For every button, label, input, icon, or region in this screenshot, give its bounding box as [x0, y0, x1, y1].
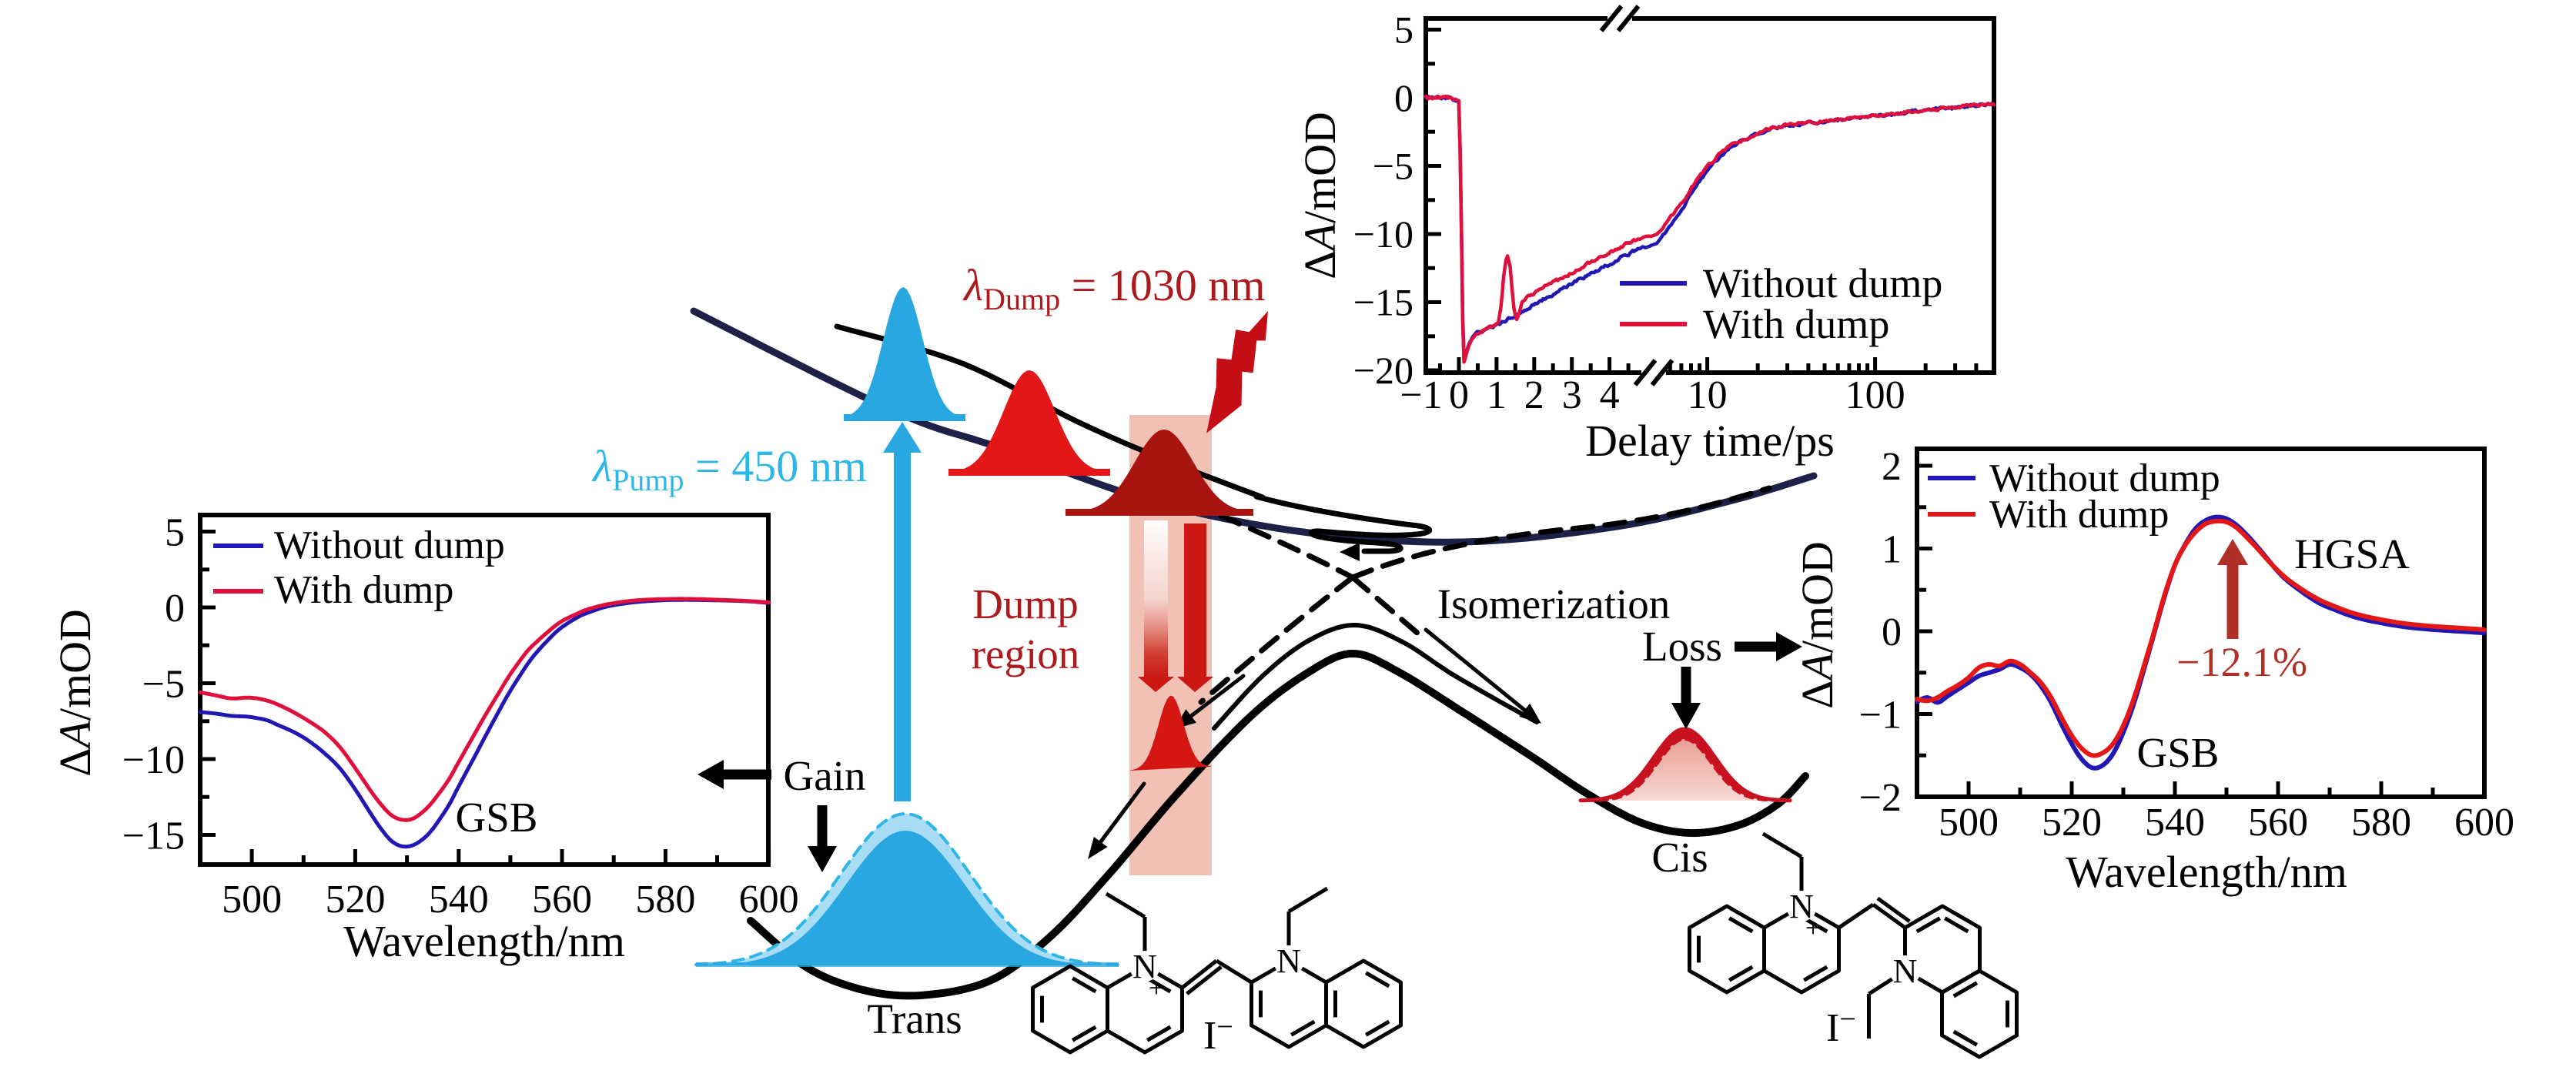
svg-text:3: 3 — [1562, 373, 1582, 417]
svg-text:−1: −1 — [1859, 694, 1902, 738]
svg-text:−15: −15 — [1353, 281, 1413, 324]
svg-text:−2: −2 — [1859, 776, 1902, 820]
svg-text:λPump = 450 nm: λPump = 450 nm — [591, 441, 867, 497]
svg-text:HGSA: HGSA — [2294, 530, 2410, 577]
svg-text:Without dump: Without dump — [1989, 457, 2220, 500]
svg-text:1: 1 — [1487, 373, 1507, 417]
svg-text:540: 540 — [2145, 801, 2205, 845]
svg-text:100: 100 — [1845, 373, 1905, 417]
svg-text:Isomerization: Isomerization — [1437, 580, 1670, 627]
svg-text:GSB: GSB — [2137, 729, 2220, 776]
svg-text:ΔA/mOD: ΔA/mOD — [1295, 112, 1345, 279]
svg-text:540: 540 — [429, 878, 489, 922]
svg-text:With dump: With dump — [1989, 493, 2169, 537]
svg-text:580: 580 — [2351, 801, 2411, 845]
svg-text:−20: −20 — [1353, 349, 1413, 392]
svg-text:Wavelength/nm: Wavelength/nm — [2066, 847, 2347, 897]
svg-text:0: 0 — [1394, 76, 1413, 119]
svg-text:560: 560 — [532, 878, 592, 922]
svg-text:region: region — [972, 630, 1080, 677]
svg-text:5: 5 — [165, 511, 185, 555]
svg-text:N: N — [1276, 942, 1301, 980]
svg-text:ΔA/mOD: ΔA/mOD — [50, 609, 100, 777]
svg-text:Without dump: Without dump — [274, 523, 505, 567]
svg-text:−10: −10 — [122, 738, 185, 782]
svg-text:−10: −10 — [1353, 212, 1413, 256]
svg-text:With dump: With dump — [1703, 301, 1889, 347]
svg-text:N: N — [1893, 952, 1918, 990]
svg-text:0: 0 — [1882, 610, 1902, 654]
svg-text:580: 580 — [635, 878, 695, 922]
svg-text:+: + — [1805, 912, 1821, 943]
svg-text:560: 560 — [2248, 801, 2308, 845]
svg-text:1: 1 — [1882, 528, 1902, 572]
svg-text:500: 500 — [222, 878, 282, 922]
svg-text:+: + — [1149, 972, 1164, 1003]
svg-text:Wavelength/nm: Wavelength/nm — [343, 916, 625, 966]
svg-text:−5: −5 — [142, 663, 185, 707]
svg-text:Gain: Gain — [784, 752, 866, 799]
svg-text:2: 2 — [1524, 373, 1544, 417]
svg-text:2: 2 — [1882, 445, 1902, 489]
svg-text:0: 0 — [1449, 373, 1469, 417]
svg-text:Cis: Cis — [1651, 834, 1708, 881]
svg-text:−1: −1 — [1400, 373, 1442, 417]
svg-text:500: 500 — [1939, 801, 1999, 845]
svg-text:4: 4 — [1600, 373, 1620, 417]
svg-text:0: 0 — [165, 587, 185, 630]
svg-text:520: 520 — [2042, 801, 2102, 845]
svg-text:10: 10 — [1688, 373, 1728, 417]
svg-text:Delay time/ps: Delay time/ps — [1585, 416, 1835, 466]
svg-text:600: 600 — [2454, 801, 2514, 845]
svg-text:600: 600 — [739, 878, 799, 922]
svg-text:5: 5 — [1394, 8, 1413, 52]
svg-text:520: 520 — [325, 878, 385, 922]
svg-text:ΔA/mOD: ΔA/mOD — [1792, 541, 1842, 709]
svg-text:−12.1%: −12.1% — [2176, 639, 2307, 685]
svg-text:Dump: Dump — [972, 580, 1079, 627]
svg-text:N: N — [1132, 948, 1157, 985]
svg-text:Without dump: Without dump — [1703, 260, 1942, 306]
svg-text:Trans: Trans — [867, 995, 962, 1042]
svg-text:Loss: Loss — [1642, 623, 1722, 670]
svg-text:λDump = 1030 nm: λDump = 1030 nm — [962, 260, 1265, 316]
svg-text:GSB: GSB — [456, 794, 538, 841]
svg-text:−15: −15 — [122, 814, 185, 858]
svg-text:−5: −5 — [1373, 145, 1413, 188]
svg-text:With dump: With dump — [274, 568, 453, 612]
svg-text:N: N — [1789, 888, 1814, 925]
